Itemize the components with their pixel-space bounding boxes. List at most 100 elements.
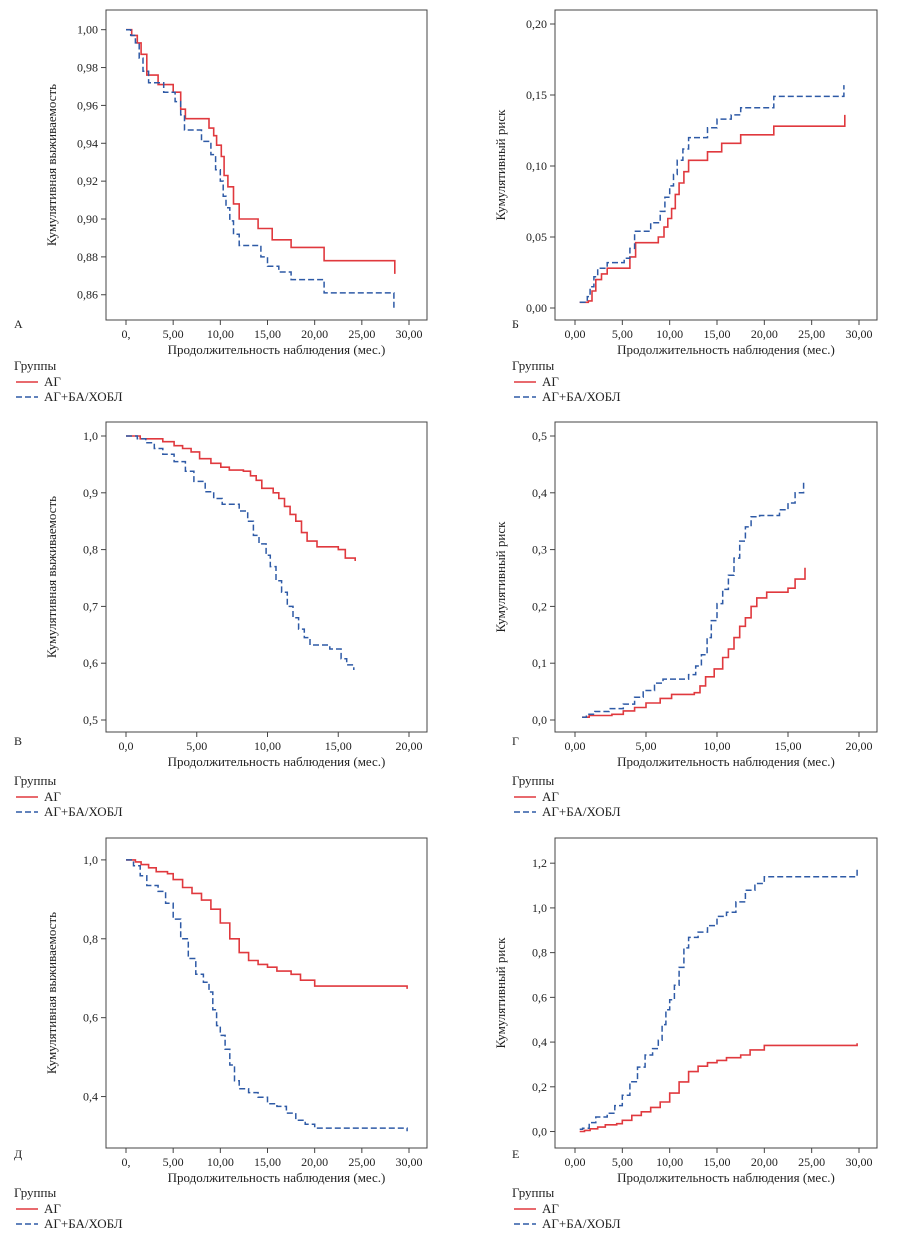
y-tick-label: 0,00	[526, 301, 547, 315]
y-tick-label: 1,2	[532, 856, 547, 870]
legend-label: АГ+БА/ХОБЛ	[542, 1216, 621, 1231]
x-tick-label: 10,00	[207, 1155, 234, 1169]
legend-title: Группы	[14, 773, 56, 788]
y-tick-label: 1,0	[83, 429, 98, 443]
y-tick-label: 0,5	[83, 713, 98, 727]
y-tick-label: 0,6	[83, 656, 98, 670]
x-tick-label: 5,00	[612, 327, 633, 341]
y-tick-label: 0,90	[77, 212, 98, 226]
legend-title: Группы	[512, 1185, 554, 1200]
y-tick-label: 0,4	[83, 1090, 98, 1104]
y-tick-label: 0,10	[526, 159, 547, 173]
x-tick-label: 5,00	[186, 739, 207, 753]
x-tick-label: 5,00	[636, 739, 657, 753]
x-tick-label: 25,00	[798, 327, 825, 341]
x-tick-label: 20,00	[396, 739, 423, 753]
y-tick-label: 0,6	[83, 1011, 98, 1025]
plot-frame	[554, 421, 878, 733]
chart-panel-4: 0,00 5,00 10,00 15,00 20,00 0,0 0,1 0,2 0,3 0,4 0,…	[493, 421, 878, 819]
chart-panel-3: 0,0 5,00 10,00 15,00 20,00 0,5 0,6 0,7 0,8 0,9 1,0…	[14, 421, 428, 819]
y-tick-label: 1,00	[77, 23, 98, 37]
legend-label: АГ+БА/ХОБЛ	[542, 804, 621, 819]
y-tick-label: 0,5	[532, 429, 547, 443]
chart-panel-1: 0, 5,00 10,00 15,00 20,00 25,00 30,00 0,86 0,88 0…	[14, 9, 428, 404]
y-tick-label: 0,8	[532, 946, 547, 960]
legend-label: АГ	[542, 374, 559, 389]
y-tick-label: 0,4	[532, 1035, 547, 1049]
legend-title: Группы	[14, 358, 56, 373]
y-tick-label: 0,05	[526, 230, 547, 244]
panel-letter: В	[14, 734, 22, 748]
x-tick-label: 0,00	[565, 327, 586, 341]
panel-letter: Д	[14, 1147, 22, 1161]
series-line-ag	[126, 28, 396, 274]
y-tick-label: 0,0	[532, 1125, 547, 1139]
y-tick-label: 0,4	[532, 486, 547, 500]
plot-frame	[554, 837, 878, 1149]
x-tick-label: 15,00	[704, 327, 731, 341]
y-axis-label: Кумулятивная выживаемость	[44, 496, 59, 658]
x-tick-label: 20,00	[846, 739, 873, 753]
legend-label: АГ+БА/ХОБЛ	[44, 804, 123, 819]
y-tick-label: 0,96	[77, 98, 98, 112]
y-axis-label: Кумулятивная выживаемость	[44, 912, 59, 1074]
y-axis-label: Кумулятивная выживаемость	[44, 84, 59, 246]
y-tick-label: 1,0	[532, 901, 547, 915]
x-tick-label: 15,00	[325, 739, 352, 753]
y-tick-label: 0,88	[77, 250, 98, 264]
x-tick-label: 5,00	[163, 1155, 184, 1169]
y-tick-label: 1,0	[83, 853, 98, 867]
y-axis-label: Кумулятивный риск	[493, 521, 508, 633]
legend-title: Группы	[14, 1185, 56, 1200]
panel-letter: Е	[512, 1147, 519, 1161]
x-tick-label: 10,00	[656, 327, 683, 341]
y-tick-label: 0,3	[532, 543, 547, 557]
panel-letter: А	[14, 317, 23, 331]
plot-frame	[105, 9, 428, 321]
y-tick-label: 0,6	[532, 990, 547, 1004]
y-tick-label: 0,98	[77, 61, 98, 75]
legend-label: АГ	[542, 1201, 559, 1216]
series-line-ag-ba-hobl	[579, 867, 858, 1131]
y-tick-label: 0,8	[83, 543, 98, 557]
series-line-ag-ba-hobl	[126, 28, 395, 308]
legend-label: АГ+БА/ХОБЛ	[44, 389, 123, 404]
x-tick-label: 25,00	[798, 1155, 825, 1169]
legend-label: АГ	[44, 374, 61, 389]
x-tick-label: 0,	[122, 1155, 131, 1169]
x-tick-label: 0,	[122, 327, 131, 341]
chart-panel-2: 0,00 5,00 10,00 15,00 20,00 25,00 30,00 0,00 0,0…	[493, 9, 878, 404]
x-tick-label: 5,00	[612, 1155, 633, 1169]
legend-label: АГ	[542, 789, 559, 804]
series-line-ag	[579, 1043, 858, 1133]
x-tick-label: 5,00	[163, 327, 184, 341]
series-line-ag-ba-hobl	[582, 481, 805, 718]
legend-label: АГ+БА/ХОБЛ	[542, 389, 621, 404]
x-axis-label: Продолжительность наблюдения (мес.)	[168, 754, 386, 769]
y-tick-label: 0,86	[77, 288, 98, 302]
y-tick-label: 0,7	[83, 599, 98, 613]
panel-letter: Г	[512, 734, 519, 748]
y-tick-label: 0,8	[83, 932, 98, 946]
x-axis-label: Продолжительность наблюдения (мес.)	[168, 1170, 386, 1185]
y-axis-label: Кумулятивный риск	[493, 109, 508, 221]
plot-frame	[105, 421, 428, 733]
series-line-ag-ba-hobl	[126, 435, 355, 670]
panel-letter: Б	[512, 317, 519, 331]
x-tick-label: 15,00	[254, 1155, 281, 1169]
legend-label: АГ	[44, 1201, 61, 1216]
y-tick-label: 0,2	[532, 1080, 547, 1094]
x-tick-label: 20,00	[751, 1155, 778, 1169]
x-axis-label: Продолжительность наблюдения (мес.)	[617, 342, 835, 357]
y-tick-label: 0,1	[532, 656, 547, 670]
x-tick-label: 30,00	[846, 1155, 873, 1169]
x-tick-label: 15,00	[704, 1155, 731, 1169]
series-line-ag	[126, 435, 356, 561]
